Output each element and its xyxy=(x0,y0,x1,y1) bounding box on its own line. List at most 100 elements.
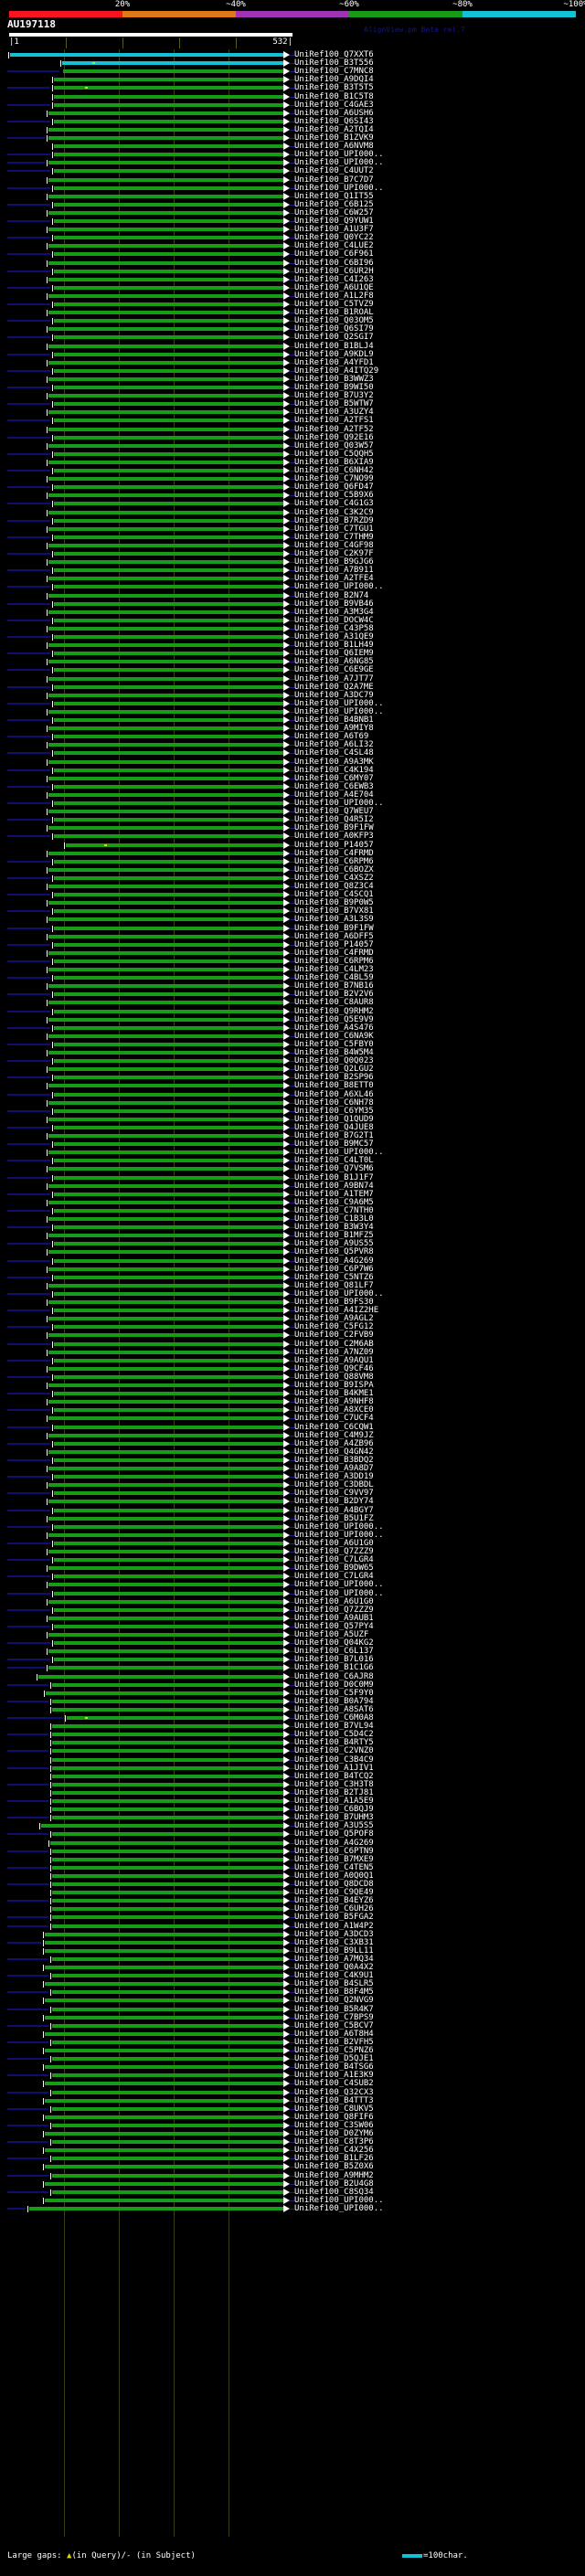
hit-row[interactable]: UniRef100_B3T556 xyxy=(0,58,585,68)
hit-label[interactable]: UniRef100_Q8DCD8 xyxy=(294,1880,374,1889)
hit-label[interactable]: UniRef100_C6L137 xyxy=(294,1647,374,1657)
hit-label[interactable]: UniRef100_C2VNZ0 xyxy=(294,1746,374,1756)
hit-row[interactable]: UniRef100_C6UH26 xyxy=(0,1904,585,1913)
hit-label[interactable]: UniRef100_C4GF98 xyxy=(294,540,374,550)
hsp-bar[interactable] xyxy=(48,709,283,714)
hit-row[interactable]: UniRef100_B9VB46 xyxy=(0,599,585,609)
hit-label[interactable]: UniRef100_C4SUB2 xyxy=(294,2079,374,2089)
hit-row[interactable]: UniRef100_B7MXE9 xyxy=(0,1854,585,1864)
hit-label[interactable]: UniRef100_B7VX81 xyxy=(294,906,374,917)
hit-label[interactable]: UniRef100_Q92E16 xyxy=(294,432,374,442)
hit-label[interactable]: UniRef100_B3BDQ2 xyxy=(294,1455,374,1465)
hsp-bar[interactable] xyxy=(54,144,283,149)
hit-label[interactable]: UniRef100_C4FRMD xyxy=(294,848,374,858)
hit-label[interactable]: UniRef100_C3B4C9 xyxy=(294,1754,374,1765)
hit-label[interactable]: UniRef100_B9WI50 xyxy=(294,383,374,392)
hit-row[interactable]: UniRef100_B4RTY5 xyxy=(0,1738,585,1747)
hsp-bar[interactable] xyxy=(52,1741,283,1745)
hsp-bar[interactable] xyxy=(54,684,283,689)
hit-row[interactable]: UniRef100_A9MIY8 xyxy=(0,724,585,733)
hit-row[interactable]: UniRef100_Q7VSM6 xyxy=(0,1164,585,1173)
hit-row[interactable]: UniRef100_Q4R5I2 xyxy=(0,815,585,824)
hit-label[interactable]: UniRef100_Q0YC22 xyxy=(294,233,374,243)
hsp-bar[interactable] xyxy=(54,1125,283,1129)
hit-label[interactable]: UniRef100_A31QE9 xyxy=(294,632,374,641)
hit-row[interactable]: UniRef100_B1ZVK9 xyxy=(0,133,585,143)
hit-row[interactable]: UniRef100_C3DBDL xyxy=(0,1480,585,1489)
hit-row[interactable]: UniRef100_A7B911 xyxy=(0,566,585,575)
hit-row[interactable]: UniRef100_A2TF52 xyxy=(0,425,585,434)
hit-row[interactable]: UniRef100_Q04KG2 xyxy=(0,1638,585,1648)
hsp-bar[interactable] xyxy=(54,1042,283,1046)
hit-row[interactable]: UniRef100_A1U3F7 xyxy=(0,225,585,234)
hit-label[interactable]: UniRef100_B4TTT3 xyxy=(294,2095,374,2105)
hit-row[interactable]: UniRef100_A6LI32 xyxy=(0,740,585,750)
hit-label[interactable]: UniRef100_A9AQU1 xyxy=(294,1355,374,1365)
hsp-bar[interactable] xyxy=(45,2148,283,2153)
hit-row[interactable]: UniRef100_Q9YUW1 xyxy=(0,217,585,226)
hit-row[interactable]: UniRef100_C4BL59 xyxy=(0,973,585,982)
hit-row[interactable]: UniRef100_UPI000.. xyxy=(0,707,585,716)
hsp-bar[interactable] xyxy=(48,1134,283,1138)
hit-row[interactable]: UniRef100_C6E9GE xyxy=(0,665,585,675)
hit-label[interactable]: UniRef100_A4YFD1 xyxy=(294,357,374,367)
hit-label[interactable]: UniRef100_D0C0M9 xyxy=(294,1680,374,1690)
hit-row[interactable]: UniRef100_Q2NVG9 xyxy=(0,1996,585,2005)
hit-row[interactable]: UniRef100_Q2A7ME xyxy=(0,683,585,692)
hit-label[interactable]: UniRef100_A9DQI4 xyxy=(294,75,374,85)
hit-row[interactable]: UniRef100_C6L137 xyxy=(0,1647,585,1657)
hsp-bar[interactable] xyxy=(54,535,283,539)
hsp-bar[interactable] xyxy=(54,335,283,340)
hit-row[interactable]: UniRef100_B5FGA2 xyxy=(0,1913,585,1922)
hsp-bar[interactable] xyxy=(54,618,283,622)
hsp-bar[interactable] xyxy=(54,1192,283,1196)
hit-label[interactable]: UniRef100_C5FG12 xyxy=(294,1322,374,1332)
hit-row[interactable]: UniRef100_B9ISPA xyxy=(0,1381,585,1390)
hit-row[interactable]: UniRef100_UPI000.. xyxy=(0,2196,585,2205)
hit-row[interactable]: UniRef100_B4TCQ2 xyxy=(0,1772,585,1781)
hsp-bar[interactable] xyxy=(48,851,283,855)
hsp-bar[interactable] xyxy=(54,302,283,306)
hsp-bar[interactable] xyxy=(54,875,283,880)
hit-label[interactable]: UniRef100_C7NO99 xyxy=(294,474,374,484)
hit-label[interactable]: UniRef100_A4G269 xyxy=(294,1838,374,1848)
hit-label[interactable]: UniRef100_C4SCQ1 xyxy=(294,890,374,900)
hit-row[interactable]: UniRef100_C4LM23 xyxy=(0,965,585,974)
hit-row[interactable]: UniRef100_A1A5E9 xyxy=(0,1797,585,1806)
hit-label[interactable]: UniRef100_A6XL46 xyxy=(294,1089,374,1099)
hsp-bar[interactable] xyxy=(52,2189,283,2194)
hit-label[interactable]: UniRef100_Q9YUW1 xyxy=(294,217,374,226)
hit-label[interactable]: UniRef100_B7MXE9 xyxy=(294,1854,374,1864)
hit-row[interactable]: UniRef100_B8F4M5 xyxy=(0,1988,585,1997)
hit-label[interactable]: UniRef100_A6LI32 xyxy=(294,740,374,750)
hsp-bar[interactable] xyxy=(54,1025,283,1030)
hsp-bar[interactable] xyxy=(54,102,283,107)
hsp-bar[interactable] xyxy=(48,477,283,482)
hsp-bar[interactable] xyxy=(54,1175,283,1180)
hit-row[interactable]: UniRef100_UPI000.. xyxy=(0,1148,585,1157)
hit-row[interactable]: UniRef100_Q88VM8 xyxy=(0,1373,585,1382)
hsp-bar[interactable] xyxy=(54,518,283,523)
hit-row[interactable]: UniRef100_Q5POF8 xyxy=(0,1829,585,1839)
hsp-bar[interactable] xyxy=(48,743,283,747)
hit-label[interactable]: UniRef100_C7THM9 xyxy=(294,532,374,542)
hsp-bar[interactable] xyxy=(54,976,283,981)
hit-label[interactable]: UniRef100_B4SLR5 xyxy=(294,1979,374,1989)
hsp-bar[interactable] xyxy=(52,2123,283,2127)
hit-label[interactable]: UniRef100_C6E9GE xyxy=(294,665,374,675)
hit-label[interactable]: UniRef100_D5QJE1 xyxy=(294,2054,374,2064)
hit-row[interactable]: UniRef100_B2V2V6 xyxy=(0,990,585,999)
hit-row[interactable]: UniRef100_C2K97F xyxy=(0,549,585,558)
hit-row[interactable]: UniRef100_B4EYZ6 xyxy=(0,1896,585,1905)
hsp-bar[interactable] xyxy=(52,1790,283,1795)
hsp-bar[interactable] xyxy=(54,419,283,423)
hit-row[interactable]: UniRef100_C4K9U1 xyxy=(0,1971,585,1980)
hit-label[interactable]: UniRef100_C6BI96 xyxy=(294,258,374,268)
hit-label[interactable]: UniRef100_B9LL11 xyxy=(294,1945,374,1956)
hit-row[interactable]: UniRef100_C3K2C9 xyxy=(0,508,585,517)
hsp-bar[interactable] xyxy=(54,784,283,789)
hsp-bar[interactable] xyxy=(52,2090,283,2094)
hsp-bar[interactable] xyxy=(48,693,283,697)
hsp-bar[interactable] xyxy=(45,2198,283,2202)
hit-label[interactable]: UniRef100_Q0A4X2 xyxy=(294,1963,374,1972)
